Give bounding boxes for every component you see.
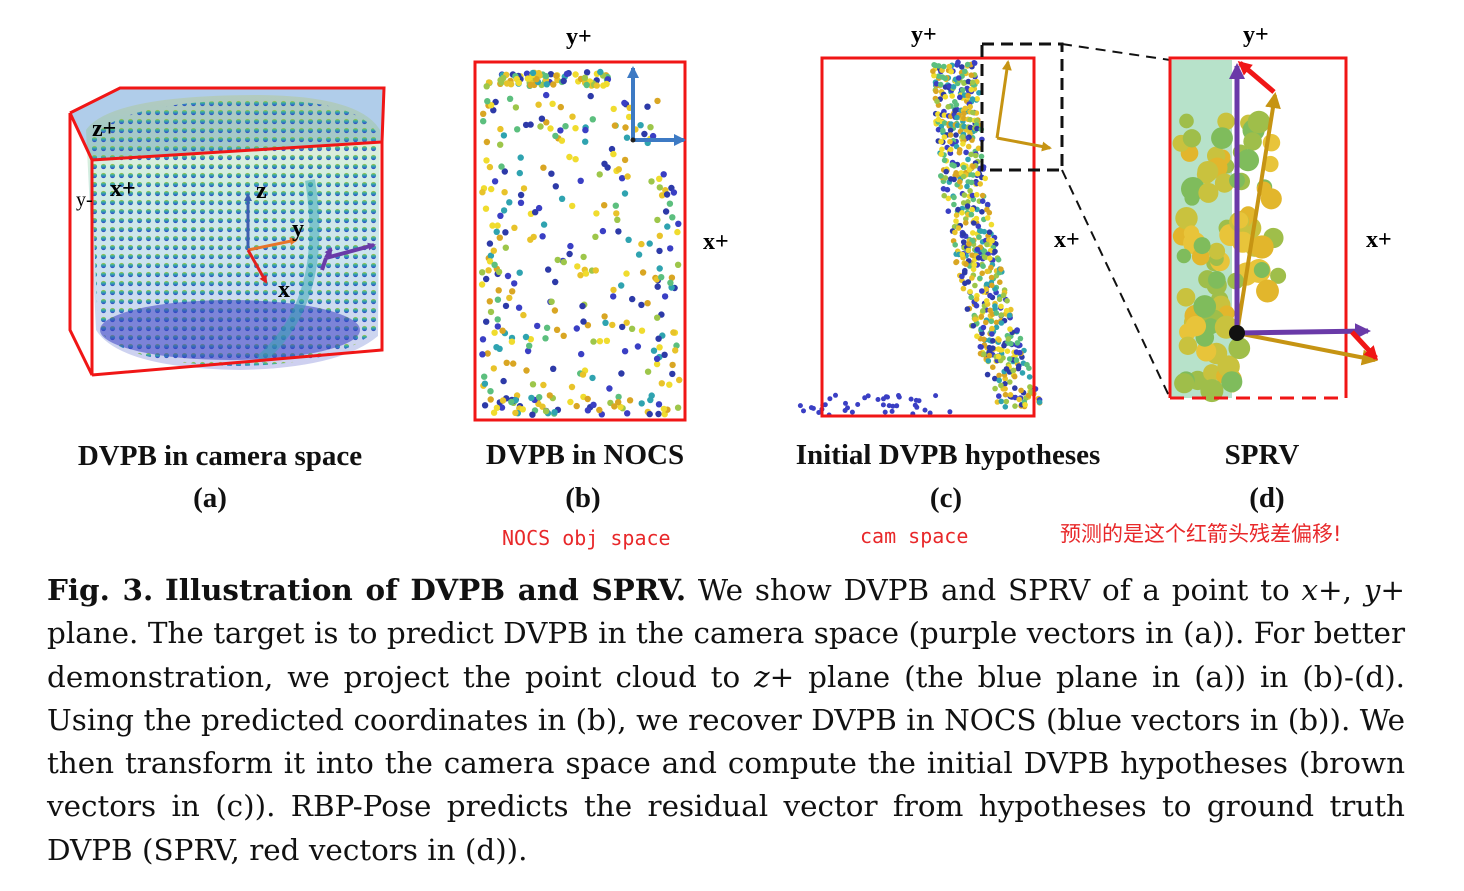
panel-letter-a: (a) [193, 482, 227, 514]
caption-text-4: plane (the blue plane in (a)) in (b)-(d)… [47, 659, 1406, 867]
nocs-frame [473, 60, 687, 422]
point-cloud-d [1172, 110, 1287, 403]
label-yplus-b: y+ [566, 24, 592, 50]
panel-title-d: SPRV [1224, 439, 1300, 471]
zoom-box [980, 42, 1064, 172]
panel-c: y+ x+ [797, 22, 1171, 418]
label-xplus-a: x+ [110, 176, 136, 202]
label-yplus-d: y+ [1243, 22, 1269, 48]
panel-a: z+ x+ y- z y x [68, 86, 386, 377]
local-axes-a [244, 193, 298, 284]
dvpb-vectors-b [627, 66, 686, 146]
caption-math-1: x+ [1301, 573, 1343, 607]
point-cloud-b [478, 68, 683, 418]
figure-panels: z+ x+ y- z y x y+ x+ y+ x+ [68, 22, 1392, 422]
label-yminus-a: y- [76, 189, 93, 211]
label-xplus-d: x+ [1366, 227, 1392, 253]
label-zplus-a: z+ [92, 116, 116, 142]
point-cloud-c [797, 59, 1043, 418]
zoom-frame-d [1168, 56, 1348, 400]
label-xplus-c: x+ [1054, 227, 1080, 253]
dvpb-vectors-a [320, 242, 376, 271]
sprv-vectors-d [1229, 61, 1379, 366]
panel-letter-d: (d) [1249, 482, 1285, 514]
panel-note-c: cam space [860, 524, 969, 548]
panel-note-b: NOCS obj space [502, 526, 671, 550]
caption-label: Fig. 3. [47, 572, 154, 607]
label-x-a: x [278, 277, 290, 303]
caption-text-3: plane. The target is to predict DVPB in … [47, 616, 1405, 694]
caption-math-2: y+ [1363, 573, 1406, 607]
caption-math-3: z+ [754, 659, 795, 694]
panel-letter-c: (c) [929, 482, 963, 514]
camera-box-frame [68, 86, 386, 377]
caption-text-2: , [1342, 573, 1352, 607]
zoom-connectors [1061, 43, 1171, 399]
panel-letter-b: (b) [565, 482, 601, 514]
panel-b: y+ x+ [473, 24, 729, 422]
figure-caption: Fig. 3. Illustration of DVPB and SPRV. W… [47, 568, 1405, 872]
caption-heading: Illustration of DVPB and SPRV. [164, 572, 687, 607]
label-z-a: z [256, 178, 267, 204]
panel-title-b: DVPB in NOCS [485, 439, 685, 471]
panel-title-c: Initial DVPB hypotheses [795, 439, 1101, 471]
panel-d: y+ x+ [1168, 22, 1392, 403]
panel-note-d: 预测的是这个红箭头残差偏移! [1060, 522, 1342, 546]
label-yplus-c: y+ [911, 22, 937, 48]
label-y-a: y [292, 216, 304, 242]
hypothesis-vectors-c [995, 60, 1052, 152]
label-xplus-b: x+ [703, 229, 729, 255]
panel-title-a: DVPB in camera space [77, 440, 363, 472]
caption-text-1: We show DVPB and SPRV of a point to [697, 573, 1290, 607]
camera-frame-c [820, 56, 1036, 418]
